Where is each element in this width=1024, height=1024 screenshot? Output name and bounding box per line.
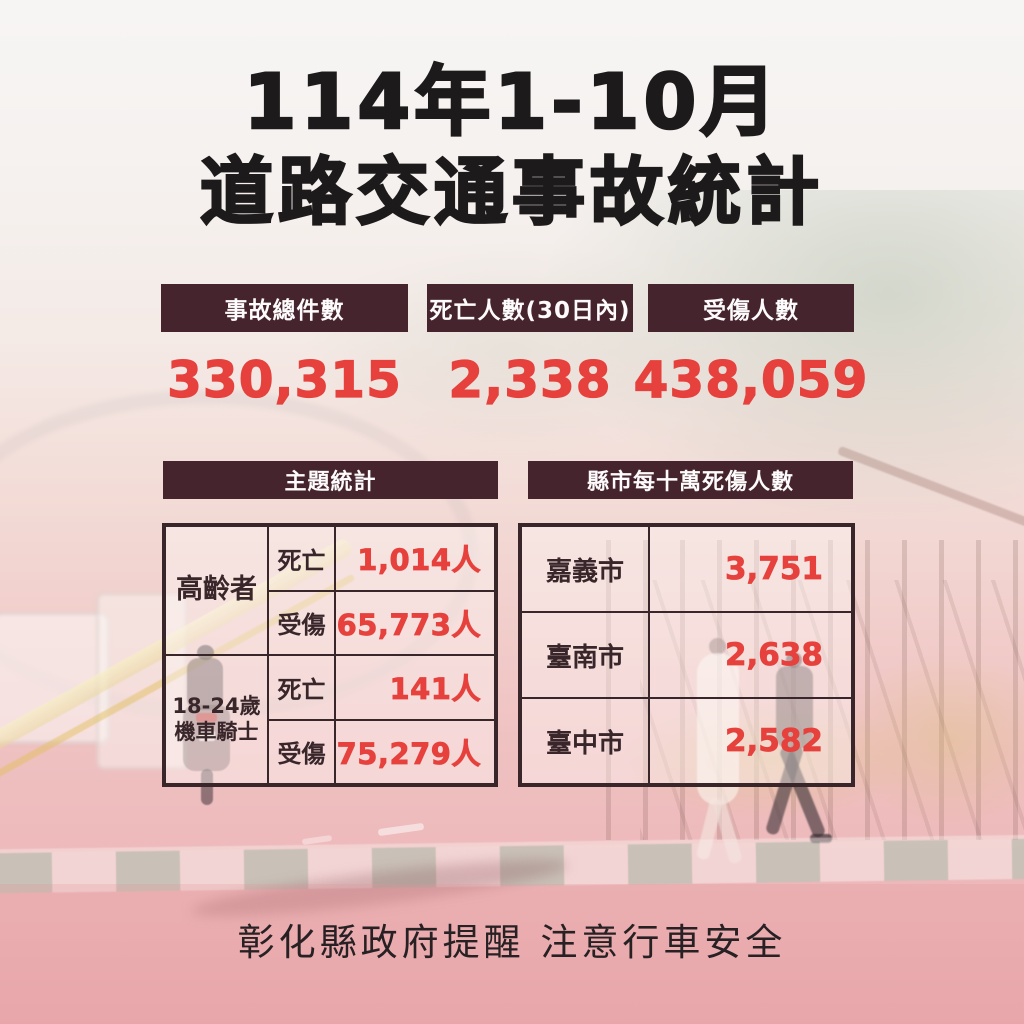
poster-title: 114年1-10月 道路交通事故統計 (0, 56, 1024, 236)
label-deaths: 死亡 (268, 655, 335, 720)
value-young-riders-injuries: 75,279人 (335, 719, 495, 784)
section-header-city-rates: 縣市每十萬死傷人數 (528, 461, 853, 499)
stat-value-deaths-30d: 2,338 (448, 350, 612, 409)
title-line-2: 道路交通事故統計 (199, 150, 824, 236)
value-young-riders-deaths: 141人 (335, 655, 495, 720)
value-chiayi: 3,751 (649, 526, 852, 612)
stat-header-deaths-30d: 死亡人數(30日內) (427, 284, 633, 332)
city-tainan: 臺南市 (521, 612, 649, 698)
section-header-theme-stats: 主題統計 (163, 461, 498, 499)
stat-value-injuries: 438,059 (633, 350, 869, 409)
city-chiayi: 嘉義市 (521, 526, 649, 612)
stat-header-injuries: 受傷人數 (648, 284, 854, 332)
category-young-riders: 18-24歲 機車騎士 (165, 655, 268, 784)
city-taichung: 臺中市 (521, 698, 649, 784)
value-tainan: 2,638 (649, 612, 852, 698)
category-young-riders-line2: 機車騎士 (174, 719, 259, 744)
footer-safety-reminder: 彰化縣政府提醒 注意行車安全 (237, 921, 787, 964)
stat-header-total-accidents: 事故總件數 (161, 284, 408, 332)
label-injuries: 受傷 (268, 719, 335, 784)
value-taichung: 2,582 (649, 698, 852, 784)
label-deaths: 死亡 (268, 526, 335, 591)
category-young-riders-line1: 18-24歲 (172, 694, 261, 719)
title-line-1: 114年1-10月 (242, 56, 781, 146)
value-elderly-injuries: 65,773人 (335, 590, 495, 655)
category-elderly: 高齡者 (165, 526, 268, 655)
label-injuries: 受傷 (268, 590, 335, 655)
theme-stats-table: 高齡者 死亡 1,014人 受傷 65,773人 18-24歲 機車騎士 死亡 … (162, 523, 498, 787)
stat-value-total-accidents: 330,315 (167, 350, 402, 409)
value-elderly-deaths: 1,014人 (335, 526, 495, 591)
city-rates-table: 嘉義市 3,751 臺南市 2,638 臺中市 2,582 (518, 523, 855, 787)
